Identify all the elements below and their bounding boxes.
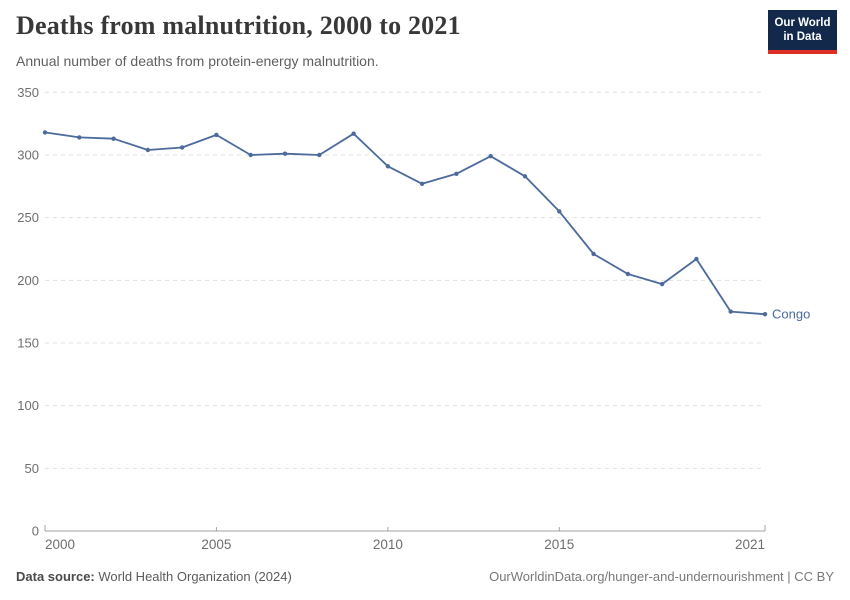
owid-logo-stripe (768, 49, 837, 54)
data-point (454, 171, 459, 176)
x-tick-label: 2021 (735, 537, 765, 552)
chart-subtitle: Annual number of deaths from protein-ene… (16, 53, 379, 69)
series-end-label: Congo (772, 307, 810, 322)
chart-footer: Data source: World Health Organization (… (16, 569, 834, 584)
data-point (179, 145, 185, 150)
x-tick-label: 2015 (544, 537, 574, 552)
y-tick-label: 350 (17, 85, 39, 100)
data-point (522, 174, 528, 179)
chart-title: Deaths from malnutrition, 2000 to 2021 (16, 11, 461, 40)
y-tick-label: 250 (17, 210, 39, 225)
owid-logo-line2: in Data (783, 31, 822, 44)
owid-logo-line1: Our World (774, 17, 831, 29)
data-point (557, 209, 562, 214)
x-tick-label: 2005 (201, 537, 231, 552)
data-point (42, 130, 48, 135)
y-tick-label: 0 (32, 524, 39, 539)
y-tick-label: 50 (25, 461, 39, 476)
data-point (762, 312, 768, 317)
data-point (659, 281, 665, 287)
y-tick-label: 100 (17, 398, 39, 413)
data-point (488, 154, 493, 159)
data-source-text: World Health Organization (2024) (94, 569, 292, 584)
data-point (282, 151, 288, 156)
credit-link[interactable]: OurWorldinData.org/hunger-and-undernouri… (489, 569, 834, 584)
x-tick-label: 2000 (45, 537, 75, 552)
data-point (385, 164, 391, 169)
y-tick-label: 150 (17, 335, 39, 350)
data-point (728, 309, 733, 314)
x-tick-label: 2010 (373, 537, 403, 552)
data-source-note: Data source: World Health Organization (… (16, 569, 292, 584)
data-point (248, 152, 253, 158)
y-tick-label: 200 (17, 273, 39, 288)
data-point (419, 181, 425, 186)
owid-logo: Our World in Data (768, 10, 837, 54)
y-tick-label: 300 (17, 147, 39, 162)
data-point (317, 152, 322, 158)
data-point (77, 135, 82, 140)
data-point (214, 132, 219, 138)
data-point (145, 147, 151, 153)
data-source-label: Data source: (16, 569, 95, 584)
data-point (694, 256, 699, 262)
owid-logo-box: Our World in Data (768, 10, 837, 50)
data-point (591, 251, 596, 257)
data-point (111, 136, 116, 141)
series-line (44, 131, 766, 316)
data-point (351, 131, 356, 136)
data-point (625, 271, 631, 277)
